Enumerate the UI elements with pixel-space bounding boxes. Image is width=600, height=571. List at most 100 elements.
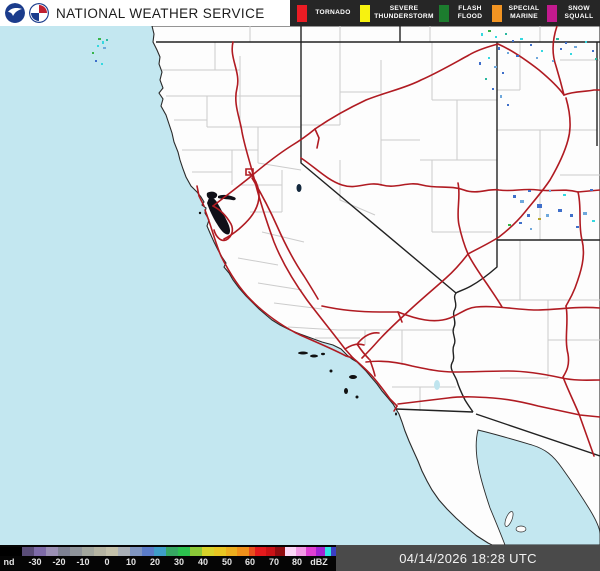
dbz-label: 50 bbox=[221, 557, 233, 567]
dbz-segment bbox=[46, 547, 58, 556]
dbz-segment bbox=[94, 547, 106, 556]
dbz-segment bbox=[142, 547, 154, 556]
interstate-15-utah bbox=[467, 97, 571, 255]
radar-map-canvas[interactable] bbox=[0, 26, 600, 545]
footer-bar: nd -30 -20 -10 0 10 20 30 40 50 60 70 80 dBZ 04/14/20… bbox=[0, 545, 600, 571]
dbz-segment bbox=[306, 547, 316, 556]
dbz-segment bbox=[178, 547, 190, 556]
flash-flood-label: FLASH FLOOD bbox=[457, 5, 483, 20]
salton-sea bbox=[434, 380, 440, 390]
interstate-15-south bbox=[361, 253, 469, 359]
flash-flood-swatch bbox=[439, 4, 449, 22]
radar-echo bbox=[95, 60, 97, 62]
noaa-logo bbox=[5, 3, 25, 23]
dbz-segment bbox=[237, 547, 249, 556]
interstate-5-socal bbox=[352, 357, 398, 407]
dbz-label: 40 bbox=[197, 557, 209, 567]
page-title: NATIONAL WEATHER SERVICE bbox=[56, 6, 265, 21]
radar-echo bbox=[536, 57, 538, 59]
radar-echo bbox=[592, 50, 594, 52]
bakersfield-barstow bbox=[321, 305, 399, 313]
dbz-label: 0 bbox=[104, 557, 110, 567]
radar-echo bbox=[595, 58, 597, 60]
la-spur-4 bbox=[369, 359, 376, 377]
radar-echo bbox=[502, 72, 504, 74]
special-marine-label: SPECIAL MARINE bbox=[508, 5, 540, 20]
mexico-border-east bbox=[475, 413, 600, 457]
lake-tahoe bbox=[296, 184, 302, 192]
radar-echo bbox=[576, 226, 579, 228]
radar-map[interactable] bbox=[0, 26, 600, 545]
radar-echo bbox=[560, 48, 562, 50]
radar-echo-layer bbox=[92, 30, 597, 230]
radar-echo bbox=[558, 209, 562, 212]
dbz-segment bbox=[34, 547, 46, 556]
radar-echo bbox=[495, 36, 497, 38]
dbz-label: nd bbox=[3, 557, 15, 567]
la-spur-3 bbox=[344, 343, 365, 350]
warning-legend: TORNADO SEVERE THUNDERSTORM FLASH FLOOD … bbox=[290, 0, 600, 26]
tornado-label: TORNADO bbox=[315, 9, 351, 17]
interstate-80-nv bbox=[314, 43, 565, 130]
dbz-label: 70 bbox=[268, 557, 280, 567]
radar-echo bbox=[488, 57, 490, 59]
logo-group bbox=[5, 3, 49, 23]
california-nevada-border bbox=[300, 42, 457, 294]
dbz-segment bbox=[266, 547, 275, 556]
header-bar: NATIONAL WEATHER SERVICE TORNADO SEVERE … bbox=[0, 0, 600, 26]
radar-echo bbox=[541, 50, 543, 52]
radar-echo bbox=[537, 204, 542, 208]
radar-echo bbox=[505, 33, 507, 35]
radar-echo bbox=[549, 190, 551, 192]
dbz-scale-labels: nd -30 -20 -10 0 10 20 30 40 50 60 70 80 dBZ bbox=[0, 557, 336, 570]
dbz-segment bbox=[0, 547, 22, 556]
timestamp: 04/14/2026 18:28 UTC bbox=[399, 550, 537, 566]
slc-branch bbox=[563, 89, 600, 96]
dbz-segment bbox=[325, 547, 331, 556]
dbz-segment bbox=[226, 547, 237, 556]
special-marine-swatch bbox=[492, 4, 502, 22]
radar-echo bbox=[570, 53, 572, 55]
sacramento-beltway bbox=[245, 168, 254, 176]
radar-echo bbox=[520, 38, 523, 40]
barstow-connector bbox=[397, 311, 403, 323]
dbz-label: 10 bbox=[125, 557, 137, 567]
radar-echo bbox=[97, 45, 99, 47]
severe-thunderstorm-swatch bbox=[360, 4, 370, 22]
dbz-label: 60 bbox=[244, 557, 256, 567]
radar-echo bbox=[574, 46, 577, 48]
legend-item-severe-thunderstorm: SEVERE THUNDERSTORM bbox=[360, 4, 435, 22]
radar-echo bbox=[538, 218, 541, 220]
dbz-label: 20 bbox=[149, 557, 161, 567]
dbz-segment bbox=[331, 547, 336, 556]
dbz-segment bbox=[22, 547, 34, 556]
timestamp-area: 04/14/2026 18:28 UTC bbox=[336, 545, 600, 571]
radar-echo bbox=[488, 30, 491, 32]
dbz-segment bbox=[202, 547, 214, 556]
us-93-north bbox=[457, 182, 469, 255]
dbz-segment bbox=[249, 547, 255, 556]
radar-echo bbox=[103, 47, 106, 49]
radar-echo bbox=[106, 39, 108, 41]
radar-echo bbox=[546, 214, 549, 217]
dbz-label: -30 bbox=[28, 557, 42, 567]
radar-echo bbox=[528, 190, 531, 192]
radar-echo bbox=[556, 38, 559, 40]
radar-echo bbox=[516, 55, 519, 57]
dbz-label: 80 bbox=[291, 557, 303, 567]
la-spur-2 bbox=[357, 332, 380, 344]
radar-echo bbox=[513, 195, 516, 198]
snow-squall-swatch bbox=[547, 4, 557, 22]
legend-item-tornado: TORNADO bbox=[297, 4, 356, 22]
san-francisco-bay bbox=[207, 197, 231, 235]
dbz-label: -10 bbox=[76, 557, 90, 567]
dbz-segment bbox=[296, 547, 306, 556]
snow-squall-label: SNOW SQUALL bbox=[564, 5, 594, 20]
la-spur-1 bbox=[356, 343, 370, 360]
radar-echo bbox=[498, 47, 500, 50]
radar-echo bbox=[102, 41, 104, 44]
radar-echo bbox=[530, 228, 532, 230]
dbz-segment bbox=[118, 547, 130, 556]
radar-echo bbox=[492, 88, 494, 90]
dbz-segment bbox=[285, 547, 296, 556]
